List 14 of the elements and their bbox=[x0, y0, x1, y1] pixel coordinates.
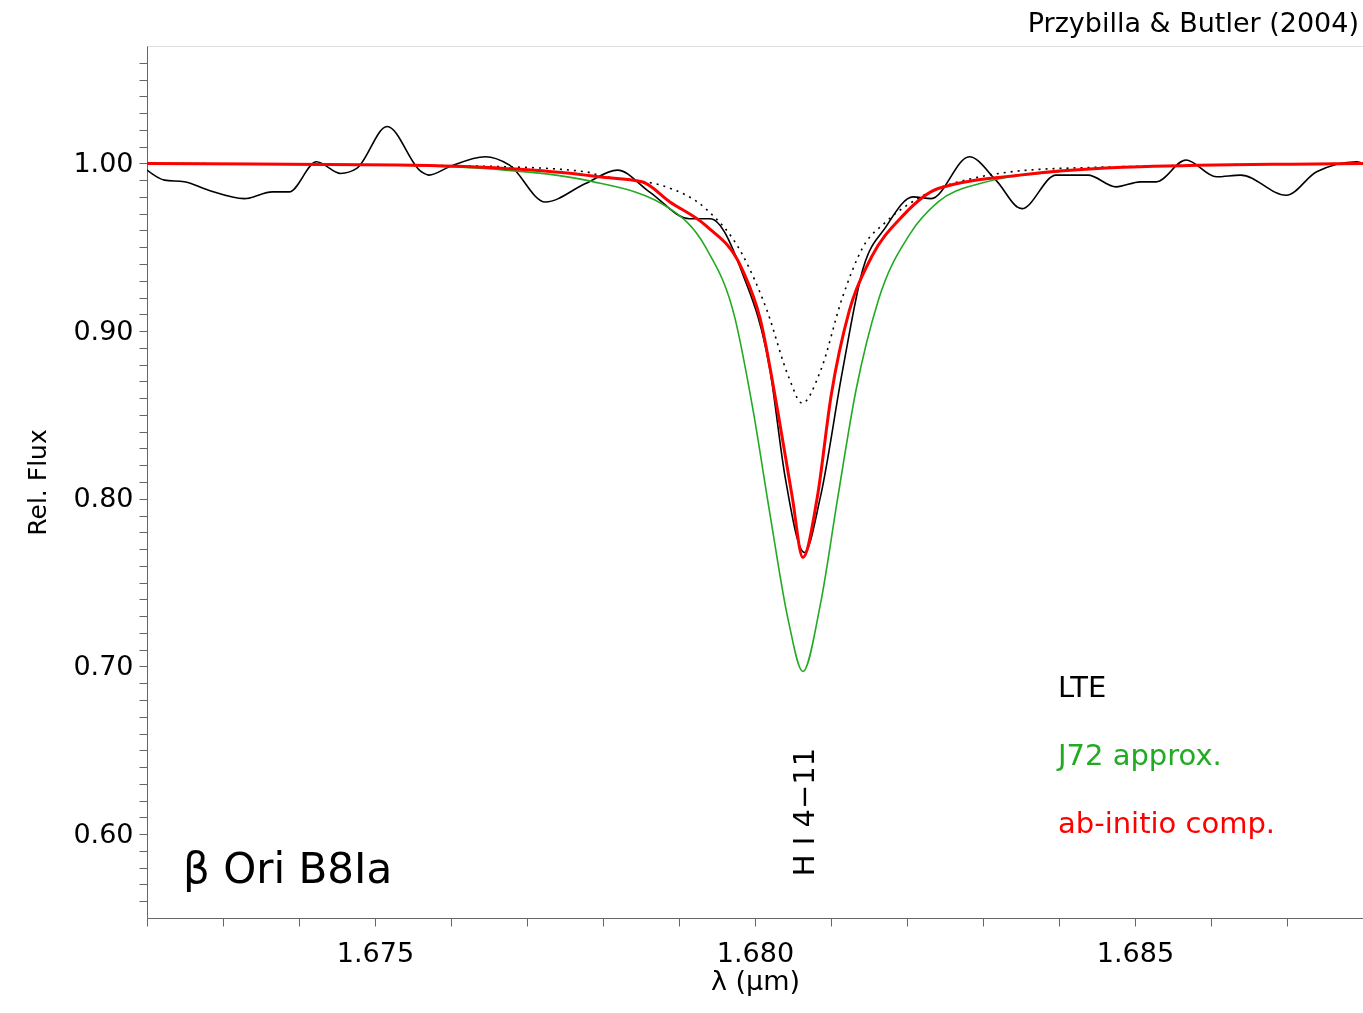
text: J72 approx. bbox=[1056, 738, 1222, 772]
y-tick-label: 0.80 bbox=[73, 482, 134, 514]
annotation: H I 4−11 bbox=[787, 747, 821, 877]
annotation: β Ori B8Ia bbox=[183, 844, 393, 893]
y-axis-title: Rel. Flux bbox=[23, 429, 53, 536]
text: LTE bbox=[1058, 670, 1107, 704]
text: ab-initio comp. bbox=[1058, 806, 1276, 840]
x-tick-label: 1.675 bbox=[336, 936, 415, 968]
text: Przybilla & Butler (2004) bbox=[1027, 7, 1359, 38]
y-tick-label: 0.60 bbox=[73, 817, 134, 849]
y-tick-label: 0.90 bbox=[73, 314, 134, 346]
y-tick-label: 1.00 bbox=[73, 146, 134, 178]
y-tick-label: 0.70 bbox=[73, 649, 134, 681]
x-tick-label: 1.685 bbox=[1096, 936, 1175, 968]
